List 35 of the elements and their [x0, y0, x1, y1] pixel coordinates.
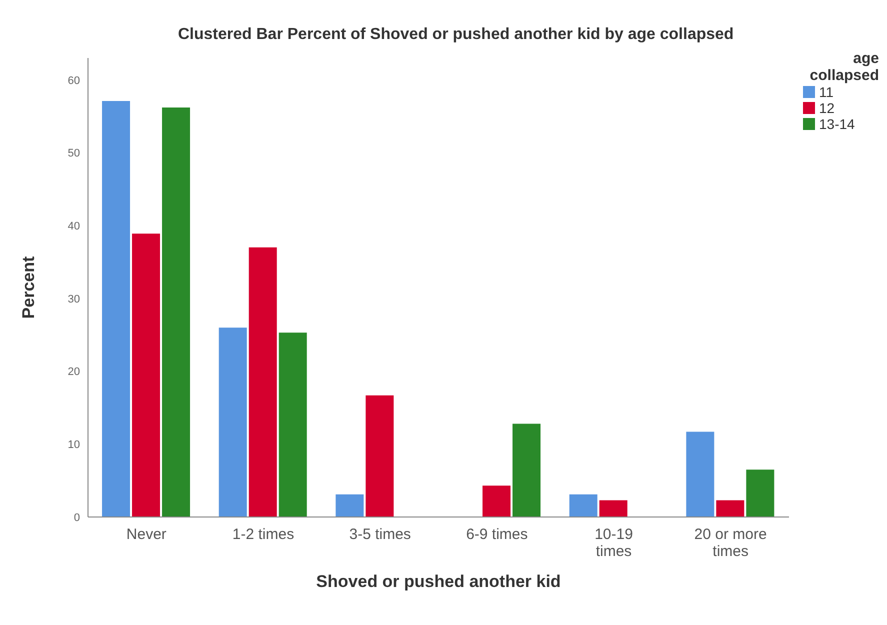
x-tick-label: Never — [126, 526, 166, 543]
x-tick-label: 6-9 times — [466, 526, 528, 543]
bar — [686, 432, 714, 517]
x-tick-label: 20 or more times — [694, 526, 767, 560]
x-tick-label: 1-2 times — [232, 526, 294, 543]
y-tick-label: 50 — [68, 148, 80, 160]
y-axis-title: Percent — [19, 256, 38, 319]
chart-title: Clustered Bar Percent of Shoved or pushed another kid by age collapsed — [178, 26, 734, 44]
bar — [162, 108, 190, 517]
bar — [746, 470, 774, 517]
legend-title: age collapsed — [808, 50, 879, 84]
bar — [248, 247, 277, 517]
y-tick-label: 20 — [68, 366, 80, 378]
y-tick-label: 0 — [74, 512, 80, 524]
bar — [102, 100, 130, 517]
bar — [132, 234, 160, 517]
bar — [278, 332, 307, 517]
bar — [336, 494, 364, 517]
legend-label: 13-14 — [819, 116, 855, 132]
y-tick-label: 60 — [68, 74, 80, 87]
y-tick-label: 10 — [68, 439, 80, 452]
y-tick-label: 30 — [68, 293, 80, 306]
bar — [716, 500, 744, 517]
bar — [512, 424, 541, 517]
bar — [218, 328, 247, 517]
x-axis-title: Shoved or pushed another kid — [316, 572, 561, 591]
y-tick-label: 40 — [68, 220, 80, 232]
x-tick-label: 3-5 times — [349, 526, 411, 543]
legend-label: 12 — [819, 100, 835, 116]
bar — [366, 395, 394, 517]
bar — [599, 500, 628, 517]
bar — [482, 486, 511, 517]
bar — [569, 494, 598, 517]
legend-label: 11 — [819, 84, 834, 100]
x-tick-label: 10-19 times — [594, 526, 633, 560]
